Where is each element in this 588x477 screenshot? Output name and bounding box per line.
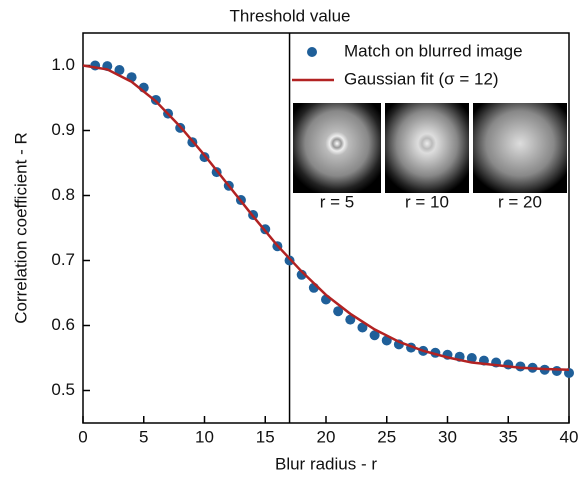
x-axis-title: Blur radius - r — [275, 454, 377, 473]
legend-label: Match on blurred image — [344, 41, 523, 60]
inset-image — [473, 103, 567, 193]
x-tick-label: 20 — [317, 427, 336, 446]
inset-image — [293, 103, 381, 193]
data-point — [333, 306, 344, 317]
inset-label: r = 10 — [405, 192, 449, 211]
data-point — [357, 322, 368, 333]
legend-label: Gaussian fit (σ = 12) — [344, 69, 499, 88]
y-tick-label: 1.0 — [51, 55, 75, 74]
x-tick-label: 30 — [438, 427, 457, 446]
inset-image — [385, 103, 469, 193]
x-tick-label: 10 — [195, 427, 214, 446]
data-point — [369, 330, 380, 341]
data-point — [114, 65, 125, 76]
x-tick-label: 25 — [377, 427, 396, 446]
y-tick-label: 0.5 — [51, 380, 75, 399]
x-tick-label: 40 — [560, 427, 579, 446]
y-tick-label: 0.9 — [51, 120, 75, 139]
y-tick-label: 0.6 — [51, 315, 75, 334]
data-point — [345, 314, 356, 325]
x-tick-label: 15 — [256, 427, 275, 446]
inset-label: r = 5 — [320, 192, 355, 211]
inset-label: r = 20 — [498, 192, 542, 211]
y-axis-title: Correlation coefficient - R — [11, 132, 30, 324]
chart-title: Threshold value — [230, 6, 351, 25]
fit-line — [82, 64, 570, 371]
x-tick-label: 0 — [78, 427, 87, 446]
data-point — [466, 353, 477, 363]
data-point — [551, 366, 562, 376]
y-tick-label: 0.8 — [51, 185, 75, 204]
x-tick-label: 5 — [139, 427, 148, 446]
x-tick-label: 35 — [499, 427, 518, 446]
legend-marker — [307, 47, 317, 57]
y-tick-label: 0.7 — [51, 250, 75, 269]
